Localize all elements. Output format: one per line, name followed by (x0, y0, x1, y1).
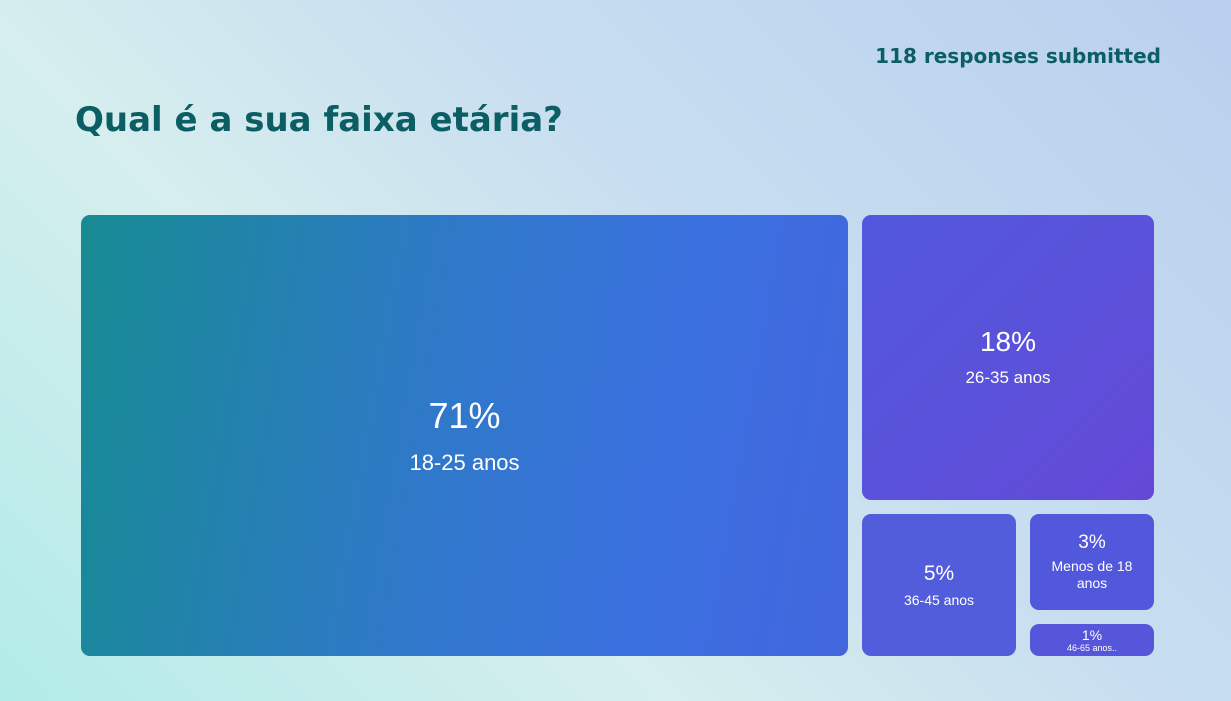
tile-label: 26-35 anos (965, 368, 1051, 388)
tile-percent: 5% (923, 561, 955, 585)
question-title: Qual é a sua faixa etária? (75, 100, 563, 140)
treemap-chart: 71% 18-25 anos 18% 26-35 anos 5% 36-45 a… (81, 215, 1154, 656)
tile-label: 18-25 anos (409, 450, 520, 475)
treemap-tile-menos-18: 3% Menos de 18 anos (1030, 514, 1154, 610)
tile-label: 36-45 anos (903, 591, 975, 608)
treemap-tile-36-45: 5% 36-45 anos (862, 514, 1016, 656)
tile-label: 46-65 anos.. (1066, 642, 1118, 653)
treemap-tile-26-35: 18% 26-35 anos (862, 215, 1154, 500)
tile-percent: 1% (1081, 626, 1103, 643)
tile-percent: 71% (428, 394, 501, 436)
tile-percent: 3% (1078, 532, 1106, 554)
treemap-tile-46-65: 1% 46-65 anos.. (1030, 624, 1154, 656)
treemap-tile-18-25: 71% 18-25 anos (81, 215, 848, 656)
tile-percent: 18% (979, 326, 1037, 358)
responses-count: 118 responses submitted (875, 44, 1161, 68)
tile-label: Menos de 18 anos (1051, 558, 1133, 591)
